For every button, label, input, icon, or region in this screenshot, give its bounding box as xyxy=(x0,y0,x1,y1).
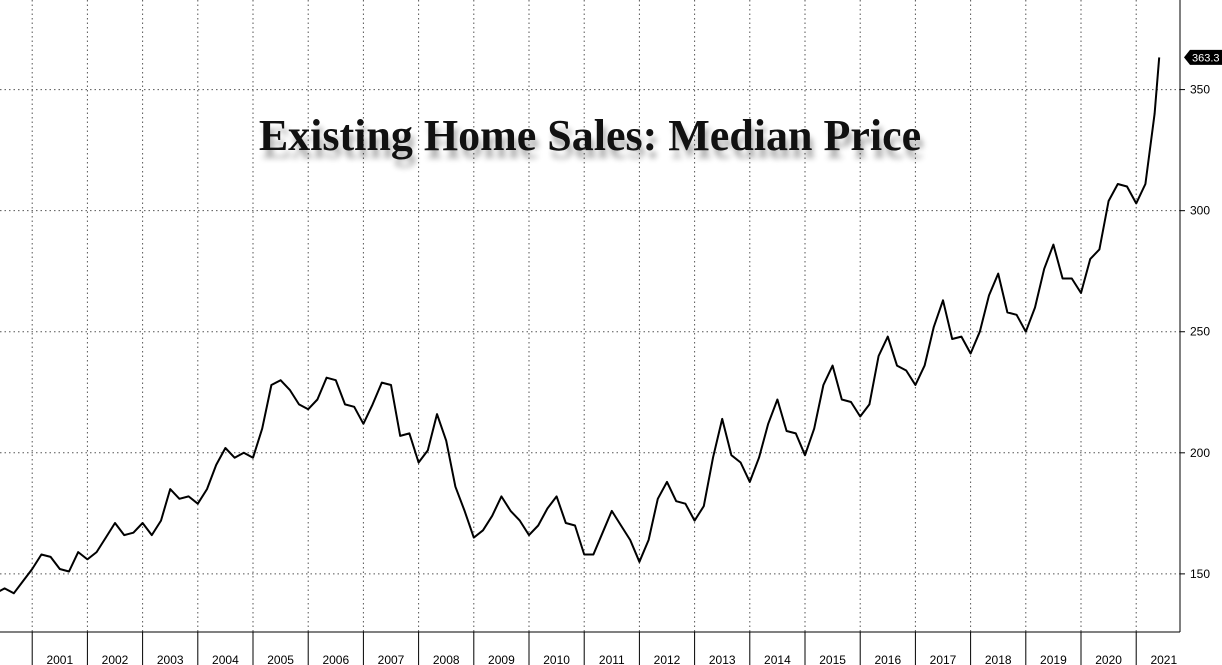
x-tick-label: 2017 xyxy=(930,653,957,665)
x-tick-label: 2006 xyxy=(322,653,349,665)
x-tick-label: 2005 xyxy=(267,653,294,665)
y-tick-label: 150 xyxy=(1190,567,1210,581)
x-tick-label: 2002 xyxy=(102,653,129,665)
x-tick-label: 2008 xyxy=(433,653,460,665)
x-tick-label: 2015 xyxy=(819,653,846,665)
y-axis-tick-labels: 150 200 250 300 350 xyxy=(1190,83,1210,581)
x-tick-label: 2009 xyxy=(488,653,515,665)
last-value-tag xyxy=(1184,49,1222,65)
x-tick-label: 2007 xyxy=(378,653,405,665)
x-tick-label: 2019 xyxy=(1040,653,1067,665)
x-tick-label: 2010 xyxy=(543,653,570,665)
x-tick-label: 2003 xyxy=(157,653,184,665)
series-line-median-price xyxy=(0,57,1161,595)
last-value-label: 363.3 xyxy=(1192,52,1220,64)
x-tick-label: 2012 xyxy=(654,653,681,665)
grid-lines xyxy=(0,0,1180,632)
x-tick-label: 2004 xyxy=(212,653,239,665)
x-tick-label: 2014 xyxy=(764,653,791,665)
x-tick-label: 2020 xyxy=(1095,653,1122,665)
x-tick-label: 2021 xyxy=(1150,653,1177,665)
last-value-marker: 363.3 xyxy=(1184,49,1222,65)
x-tick-label: 2001 xyxy=(46,653,73,665)
x-tick-label: 2016 xyxy=(874,653,901,665)
y-tick-label: 200 xyxy=(1190,446,1210,460)
x-tick-label: 2011 xyxy=(599,653,625,665)
y-tick-label: 250 xyxy=(1190,325,1210,339)
series-layer xyxy=(0,57,1161,595)
x-axis-tick-labels: 2001 2002 2003 2004 2005 2006 2007 2008 2009 2010… xyxy=(46,653,1177,665)
x-tick-label: 2018 xyxy=(985,653,1012,665)
y-tick-label: 300 xyxy=(1190,204,1210,218)
axes xyxy=(0,0,1185,665)
y-tick-label: 350 xyxy=(1190,83,1210,97)
x-tick-label: 2013 xyxy=(709,653,736,665)
